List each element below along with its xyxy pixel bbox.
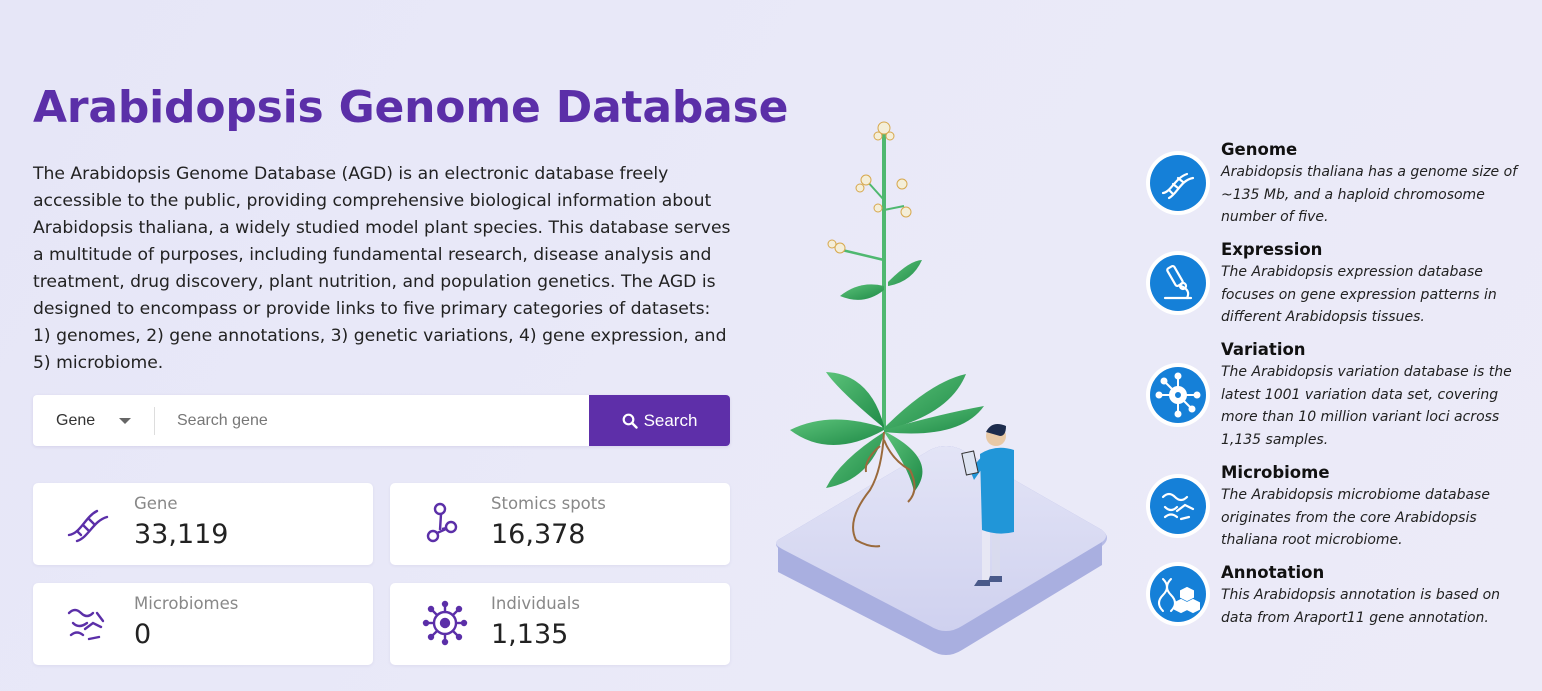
caret-down-icon bbox=[119, 417, 131, 424]
stat-value: 16,378 bbox=[491, 519, 586, 550]
stat-value: 33,119 bbox=[134, 519, 229, 550]
bacteria-icon bbox=[1146, 474, 1210, 538]
plant-scientist-illustration bbox=[776, 121, 1107, 655]
search-bar: Gene Search bbox=[33, 395, 730, 446]
network-icon bbox=[1146, 363, 1210, 427]
stat-label: Gene bbox=[134, 494, 178, 513]
feature-name: Annotation bbox=[1221, 563, 1325, 582]
dna-icon bbox=[67, 509, 109, 543]
database-description: The Arabidopsis Genome Database (AGD) is… bbox=[33, 164, 731, 373]
stat-card-microbiomes: Microbiomes 0 bbox=[33, 583, 373, 665]
feature-microbiome[interactable]: Microbiome The Arabidopsis microbiome da… bbox=[1145, 463, 1525, 555]
feature-description: The Arabidopsis expression database focu… bbox=[1221, 264, 1497, 325]
stat-value: 0 bbox=[134, 619, 152, 650]
feature-name: Variation bbox=[1221, 340, 1306, 359]
feature-description: The Arabidopsis microbiome database orig… bbox=[1221, 487, 1490, 548]
annotation-icon bbox=[1146, 562, 1210, 626]
page-title: Arabidopsis Genome Database bbox=[33, 82, 789, 133]
search-input[interactable] bbox=[177, 411, 589, 430]
feature-description: This Arabidopsis annotation is based on … bbox=[1221, 587, 1501, 626]
stat-value: 1,135 bbox=[491, 619, 569, 650]
virus-icon bbox=[422, 600, 468, 646]
search-type-value: Gene bbox=[56, 411, 96, 429]
stat-card-stomics-spots: Stomics spots 16,378 bbox=[390, 483, 730, 565]
microscope-icon bbox=[1146, 251, 1210, 315]
stat-label: Individuals bbox=[491, 594, 580, 613]
stat-label: Microbiomes bbox=[134, 594, 239, 613]
feature-description: The Arabidopsis variation database is th… bbox=[1221, 364, 1512, 448]
bacteria-icon bbox=[67, 608, 105, 641]
feature-description: Arabidopsis thaliana has a genome size o… bbox=[1221, 164, 1518, 225]
search-button[interactable]: Search bbox=[589, 395, 730, 446]
feature-name: Genome bbox=[1221, 140, 1298, 159]
search-icon bbox=[622, 413, 638, 429]
feature-variation[interactable]: Variation The Arabidopsis variation data… bbox=[1145, 340, 1525, 455]
feature-genome[interactable]: Genome Arabidopsis thaliana has a genome… bbox=[1145, 140, 1525, 230]
stat-label: Stomics spots bbox=[491, 494, 606, 513]
feature-name: Expression bbox=[1221, 240, 1323, 259]
feature-expression[interactable]: Expression The Arabidopsis expression da… bbox=[1145, 240, 1525, 330]
stat-card-individuals: Individuals 1,135 bbox=[390, 583, 730, 665]
search-type-select[interactable]: Gene bbox=[33, 406, 155, 435]
feature-annotation[interactable]: Annotation This Arabidopsis annotation i… bbox=[1145, 562, 1525, 633]
feature-name: Microbiome bbox=[1221, 463, 1330, 482]
stat-card-gene: Gene 33,119 bbox=[33, 483, 373, 565]
search-button-label: Search bbox=[643, 410, 698, 430]
dna-icon bbox=[1146, 151, 1210, 215]
molecule-icon bbox=[426, 502, 458, 543]
